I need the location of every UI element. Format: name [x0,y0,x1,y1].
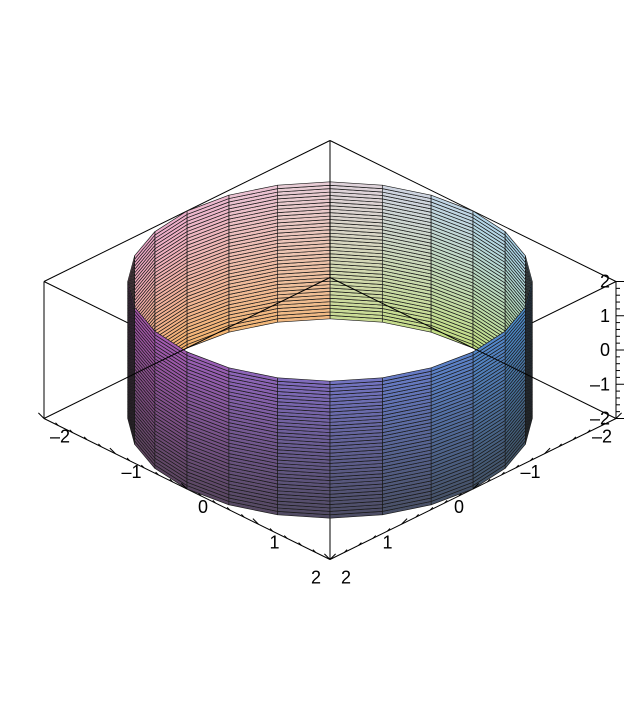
x-tick [415,514,419,518]
y-tick [140,464,145,469]
y-tick [226,506,231,511]
x-tick [386,528,391,532]
box-edge [43,277,331,419]
y-tick [38,412,45,419]
y-tick [155,471,159,476]
y-tick-label: –2 [50,427,70,447]
x-tick-label: 2 [311,568,321,588]
x-tick [587,429,591,433]
x-tick [572,436,577,441]
x-tick [615,412,622,419]
axis-ticks: –2 –1 0 1 2 –2 –1 0 1 2 –2 –1 0 1 2 [38,272,624,588]
surface-patch [329,377,383,385]
y-tick [55,422,59,426]
y-tick [83,436,88,441]
x-tick [429,506,434,511]
x-tick [558,443,562,448]
y-tick [298,542,302,546]
y-tick [69,429,73,433]
x-tick [444,499,448,504]
x-tick [458,492,462,497]
y-tick-label: 2 [341,568,351,588]
x-tick-label: 1 [382,532,392,552]
x-tick [544,447,551,455]
x-tick [343,549,348,553]
y-tick [126,457,131,462]
cylinder-surface [127,181,533,519]
x-tick [486,478,491,483]
y-tick [283,535,288,539]
z-tick-label: 0 [600,340,610,360]
y-tick [252,518,259,525]
x-tick [529,457,534,462]
y-tick [312,549,317,553]
y-tick-label: 0 [198,497,208,517]
y-tick-label: –1 [121,462,141,482]
x-tick [329,553,336,560]
y-tick-label: 1 [269,532,279,552]
x-tick [358,542,362,546]
x-tick [401,518,408,525]
x-tick [472,483,479,490]
x-tick [601,422,605,426]
z-tick-label: –2 [590,409,610,429]
y-tick [181,483,188,490]
x-tick [501,471,505,476]
x-tick-label: –1 [520,462,540,482]
y-tick [241,514,245,518]
x-tick [372,535,377,539]
y-tick [198,492,202,497]
z-tick-label: –1 [590,374,610,394]
y-tick [269,528,274,532]
box-edge [329,277,617,419]
z-tick-label: 2 [600,272,610,292]
y-tick [98,443,102,448]
y-tick [324,553,331,560]
y-tick [109,447,116,455]
x-tick-label: 0 [454,497,464,517]
y-tick [169,478,174,483]
z-tick-label: 1 [600,306,610,326]
x-tick [515,464,520,469]
y-tick [212,499,216,504]
x-tick-label: –2 [592,427,612,447]
axis-box-front [43,140,617,419]
